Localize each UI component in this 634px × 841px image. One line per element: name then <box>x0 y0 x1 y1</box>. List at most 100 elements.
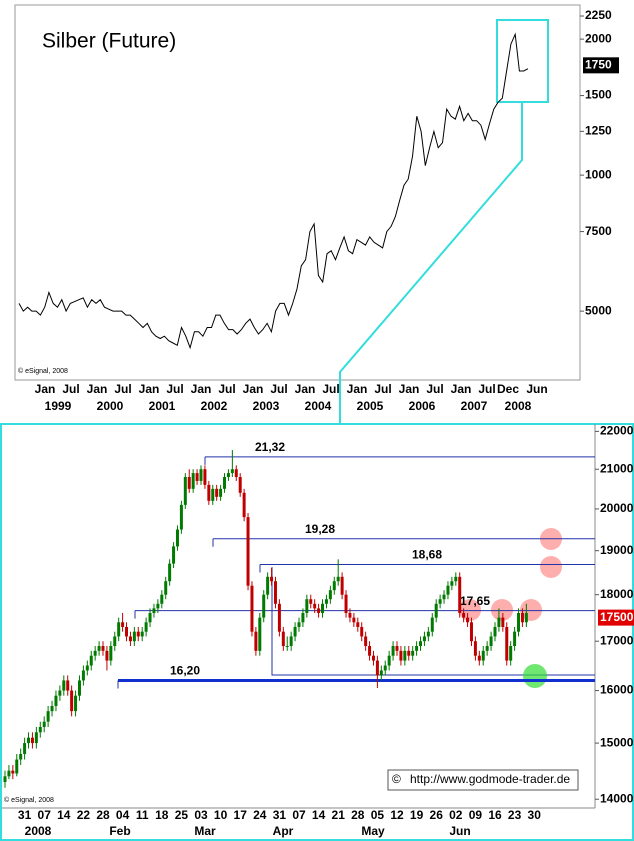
candle-body <box>473 641 477 656</box>
y-tick-label: 17000 <box>600 633 634 647</box>
candle-body <box>450 581 454 586</box>
y-tick-label: 2250 <box>585 8 612 22</box>
candle-body <box>19 754 23 760</box>
x-tick-label: Jul <box>322 382 339 396</box>
y-tick-label: 19000 <box>600 543 634 557</box>
candle-body <box>266 576 270 595</box>
x-tick-label: 25 <box>175 808 189 822</box>
x-month-label: May <box>361 824 385 838</box>
candle-body <box>66 680 70 691</box>
top-frame <box>14 4 581 381</box>
candle-body <box>273 581 277 604</box>
x-tick-label: Jan <box>451 382 472 396</box>
x-tick-label: 30 <box>528 808 542 822</box>
y-tick-label: 1500 <box>585 88 612 102</box>
candle-body <box>156 603 160 609</box>
x-tick-label: 24 <box>253 808 267 822</box>
x-tick-label: 14 <box>312 808 326 822</box>
x-tick-label: Jul <box>218 382 235 396</box>
candle-body <box>332 581 336 591</box>
x-tick-label: Jan <box>347 382 368 396</box>
candle-body <box>132 631 136 642</box>
candle-body <box>348 612 352 618</box>
candle-body <box>270 576 274 582</box>
x-year-label: 2005 <box>357 399 384 413</box>
x-tick-label: 28 <box>96 808 110 822</box>
x-year-label: 2002 <box>201 399 228 413</box>
x-tick-label: Jan <box>243 382 264 396</box>
marker <box>523 664 547 688</box>
candle-body <box>89 655 93 666</box>
x-tick-label: 23 <box>508 808 522 822</box>
x-tick-label: Jul <box>426 382 443 396</box>
candle-body <box>179 504 183 530</box>
source-box <box>387 769 579 791</box>
candle-body <box>128 636 132 642</box>
candle-body <box>85 665 89 671</box>
candle-body <box>309 599 313 604</box>
candle-body <box>160 594 164 604</box>
candle-body <box>379 670 383 676</box>
candle-body <box>215 488 219 497</box>
price-line <box>18 32 529 350</box>
x-tick-label: Jul <box>374 382 391 396</box>
x-tick-label: 26 <box>430 808 444 822</box>
y-tick-label: 16000 <box>600 683 634 697</box>
candle-body <box>411 650 415 656</box>
candle-body <box>285 646 289 648</box>
candle-body <box>238 477 242 493</box>
x-tick-label: Jul <box>62 382 79 396</box>
x-tick-label: 31 <box>18 808 32 822</box>
candle-body <box>505 626 509 661</box>
candle-body <box>125 626 129 637</box>
x-year-label: 2003 <box>253 399 280 413</box>
x-tick-label: Dec <box>497 382 519 396</box>
candle-body <box>434 603 438 618</box>
x-month-label: Feb <box>109 824 130 838</box>
x-tick-label: Jul <box>270 382 287 396</box>
x-tick-label: Jan <box>399 382 420 396</box>
x-tick-label: 07 <box>292 808 306 822</box>
candle-body <box>191 473 195 489</box>
candle-body <box>230 469 234 474</box>
chart-title: Silber (Future) <box>42 30 176 53</box>
candle-body <box>462 612 466 618</box>
candle-body <box>328 590 332 600</box>
candle-body <box>105 650 109 661</box>
candle-body <box>419 641 423 647</box>
x-tick-label: 19 <box>410 808 424 822</box>
candle-body <box>321 603 325 613</box>
candle-body <box>489 636 493 647</box>
x-month-label: Apr <box>273 824 294 838</box>
y-tick-label: 18000 <box>600 587 634 601</box>
x-tick-label: Jun <box>526 382 547 396</box>
candle-body <box>281 631 285 647</box>
y-tick-label: 1000 <box>585 167 612 181</box>
x-year-label: 2006 <box>409 399 436 413</box>
x-tick-label: Jan <box>295 382 316 396</box>
credit: © eSignal, 2008 <box>4 796 54 804</box>
x-tick-label: 11 <box>136 808 149 822</box>
x-tick-label: 02 <box>449 808 463 822</box>
y-tick-label: 21000 <box>600 461 634 475</box>
x-tick-label: Jul <box>478 382 495 396</box>
candle-body <box>293 626 297 637</box>
candle-body <box>15 759 19 774</box>
y-tick-label: 22000 <box>600 424 634 438</box>
x-tick-label: 10 <box>214 808 228 822</box>
candle-body <box>30 737 34 744</box>
candle-body <box>262 594 266 618</box>
candle-body <box>520 612 524 623</box>
candle-body <box>211 488 215 501</box>
candle-body <box>113 636 117 647</box>
candle-body <box>415 646 419 651</box>
candle-body <box>223 477 227 489</box>
candle-body <box>517 612 521 632</box>
candle-body <box>442 594 446 600</box>
candle-body <box>524 612 528 623</box>
candle-body <box>70 690 74 712</box>
candle-body <box>317 608 321 613</box>
candle-body <box>352 617 356 623</box>
candle-body <box>258 617 262 651</box>
candle-body <box>387 655 391 666</box>
